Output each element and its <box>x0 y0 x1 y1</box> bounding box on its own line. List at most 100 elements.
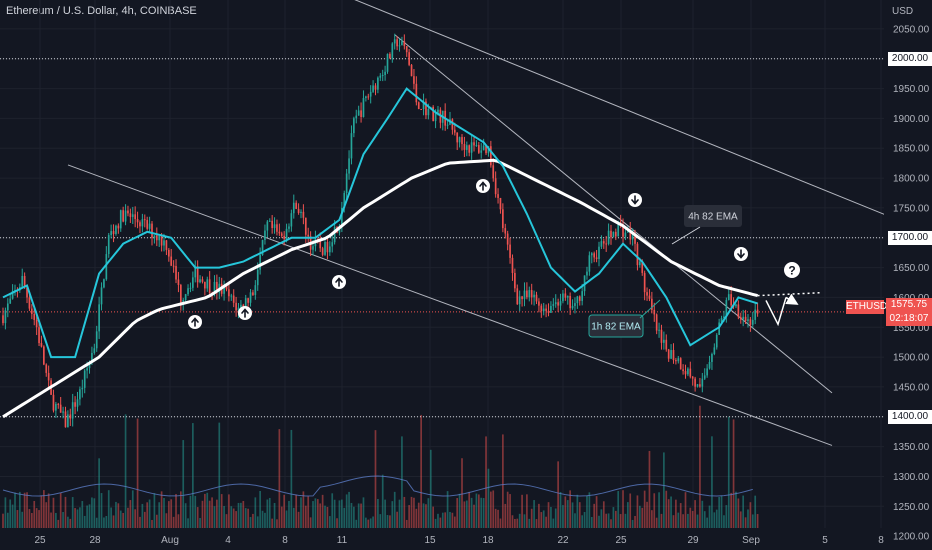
volume-bar <box>550 506 552 528</box>
volume-bar <box>751 514 754 528</box>
candle-body <box>271 220 273 229</box>
volume-bar <box>357 503 360 528</box>
trend-line <box>67 164 833 446</box>
candle-body <box>641 261 644 273</box>
volume-bar <box>427 498 430 528</box>
volume-bar <box>439 517 442 528</box>
ema-1h-label-box <box>588 314 644 338</box>
candle-body <box>696 384 699 387</box>
candle-body <box>665 339 668 350</box>
candle-body <box>127 210 129 214</box>
volume-bar <box>494 508 497 528</box>
volume-bar <box>6 512 9 528</box>
volume-bar <box>316 499 319 528</box>
volume-bar <box>45 502 48 528</box>
volume-bar <box>105 515 108 528</box>
volume-bar <box>538 503 540 528</box>
volume-bar <box>578 502 581 528</box>
candle-body <box>747 319 749 321</box>
candle-body <box>252 292 254 295</box>
price-tick-label: 1350.00 <box>893 442 930 453</box>
ema-projection <box>757 291 823 297</box>
price-axis[interactable]: USD 1200.00 1250.00 1300.00 1350.00 1400.00 14… <box>884 0 932 550</box>
candle-body <box>228 289 230 297</box>
volume-bar <box>52 497 55 528</box>
volume-bar <box>345 494 348 528</box>
candle-body <box>557 302 559 306</box>
volume-bar <box>360 503 362 528</box>
volume-bar <box>95 517 98 528</box>
candle-body <box>134 214 137 220</box>
arrow-glyph <box>737 249 745 259</box>
trend-lines[interactable] <box>67 0 887 446</box>
candle-body <box>737 304 740 318</box>
volume-bar <box>30 513 33 528</box>
candle-body <box>64 411 67 428</box>
candle-body <box>379 75 382 78</box>
volume-bar <box>653 493 656 528</box>
volume-bar <box>283 494 286 528</box>
candle-body <box>295 202 298 209</box>
volume-bar <box>706 517 708 528</box>
volume-bar <box>612 507 615 528</box>
candle-body <box>535 294 538 302</box>
volume-bar <box>290 429 293 528</box>
volume-bar <box>59 492 62 528</box>
candle-body <box>276 224 278 232</box>
volume-bar <box>232 508 235 528</box>
candle-body <box>490 146 492 166</box>
volume-bar <box>451 512 454 528</box>
price-tick-label: 2050.00 <box>893 24 930 35</box>
candle-body <box>148 223 151 229</box>
volume-bar <box>223 505 225 528</box>
volume-bar <box>213 506 216 528</box>
time-tick-label: 8 <box>878 535 884 546</box>
volume-bar <box>432 506 435 528</box>
candle-body <box>237 307 240 311</box>
volume-bar <box>499 518 502 528</box>
volume-bar <box>465 500 468 528</box>
candle-body <box>194 266 197 278</box>
candle-body <box>328 246 331 253</box>
volume-bar <box>81 501 84 528</box>
volume-bar <box>629 493 632 528</box>
volume-bar <box>718 496 720 528</box>
price-axis-bg <box>884 0 932 550</box>
volume-bar <box>338 500 341 528</box>
candle-body <box>240 304 242 308</box>
volume-bar <box>569 490 571 528</box>
level-label-1400: 1400.00 <box>888 409 932 424</box>
ema-4h-pointer <box>671 226 701 245</box>
volume-bar <box>353 506 355 528</box>
candle-countdown: 02:18:07 <box>889 312 929 324</box>
candle-body <box>369 91 372 97</box>
candle-body <box>196 266 199 283</box>
candle-body <box>88 361 91 369</box>
forecast-arrow <box>785 293 799 305</box>
volume-bar <box>413 497 415 528</box>
candle-body <box>405 46 408 53</box>
time-axis[interactable]: 25 28 Aug 4 8 11 15 18 22 25 29 Sep 5 8 <box>0 528 884 550</box>
volume-bar <box>713 512 716 528</box>
volume-bar <box>4 497 7 528</box>
volume-bar <box>658 492 660 528</box>
volume-bar <box>307 496 310 528</box>
candle-body <box>52 394 55 411</box>
candle-body <box>300 211 302 213</box>
volume-bar <box>179 491 182 528</box>
candle-body <box>345 173 348 193</box>
volume-bar <box>177 514 180 528</box>
candle-body <box>124 210 127 222</box>
candle-body <box>682 369 684 372</box>
candle-body <box>28 297 31 309</box>
volume-bar <box>715 509 718 528</box>
candle-body <box>663 339 665 343</box>
volume-bar <box>711 436 713 528</box>
volume-bar <box>225 514 228 528</box>
volume-bar <box>562 505 564 528</box>
time-tick-label: 11 <box>337 535 348 546</box>
candle-body <box>715 334 718 348</box>
ema-1h-82-line <box>2 87 758 359</box>
candle-body <box>117 225 120 229</box>
